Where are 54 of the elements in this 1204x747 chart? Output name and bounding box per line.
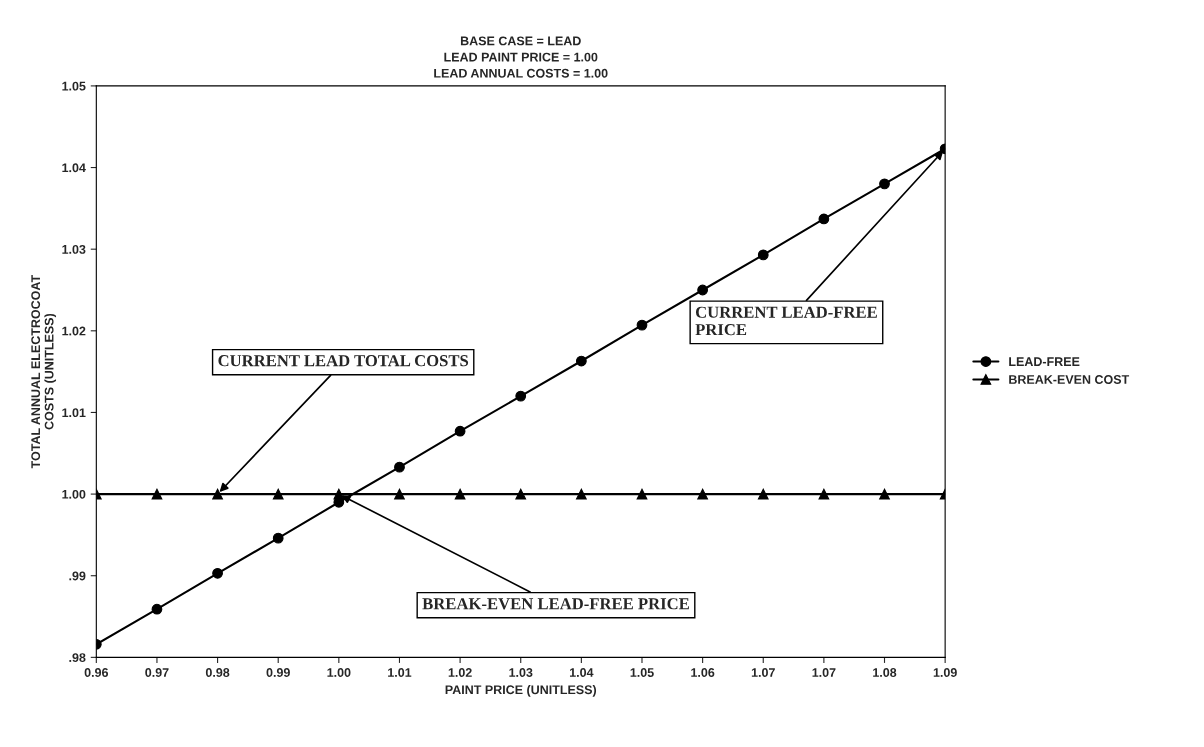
point xyxy=(212,488,223,500)
point xyxy=(151,603,163,615)
y-axis-title: TOTAL ANNUAL ELECTROCOAT COSTS (UNITLESS) xyxy=(31,274,57,469)
y-tick-label: 1.04 xyxy=(62,163,86,173)
point xyxy=(151,488,163,500)
x-tick-label: 1.07 xyxy=(812,668,836,677)
point xyxy=(879,488,890,500)
point xyxy=(394,488,405,500)
y-tick-label: 1.01 xyxy=(62,408,86,418)
x-tick-label: 0.98 xyxy=(205,668,230,677)
point xyxy=(697,488,708,500)
point xyxy=(636,319,648,331)
point xyxy=(697,284,708,296)
x-tick-label: 0.97 xyxy=(145,668,169,677)
x-tick-label: 1.00 xyxy=(327,668,351,677)
point xyxy=(818,213,830,225)
point xyxy=(212,567,223,579)
point xyxy=(757,249,769,261)
y-tick-label: .98 xyxy=(69,653,86,663)
x-tick-label: 1.01 xyxy=(388,668,412,677)
point xyxy=(454,488,466,500)
x-tick-label: 1.09 xyxy=(933,668,957,677)
point xyxy=(636,488,648,500)
legend-label: LEAD-FREE xyxy=(1009,357,1080,366)
legend-label: BREAK-EVEN COST xyxy=(1009,375,1130,384)
y-tick-label: 1.00 xyxy=(62,489,86,499)
point xyxy=(575,355,587,367)
point xyxy=(394,461,405,473)
point xyxy=(575,488,587,500)
annotation: CURRENT LEAD-FREE PRICE xyxy=(695,306,877,336)
point xyxy=(272,532,284,544)
x-tick-label: 1.02 xyxy=(448,668,472,677)
y-tick-label: 1.03 xyxy=(62,244,86,254)
point xyxy=(879,178,890,190)
x-tick-label: 1.07 xyxy=(751,668,775,677)
point xyxy=(818,488,830,500)
annotation: BREAK-EVEN LEAD-FREE PRICE xyxy=(422,598,689,610)
y-tick-label: 1.02 xyxy=(62,326,86,336)
point xyxy=(272,488,284,500)
x-tick-label: 1.06 xyxy=(691,668,715,677)
annotation: CURRENT LEAD TOTAL COSTS xyxy=(218,355,469,367)
point xyxy=(515,488,527,500)
y-tick-label: .99 xyxy=(69,571,86,581)
x-tick-label: 0.96 xyxy=(84,668,109,677)
chart-title: BASE CASE = LEAD LEAD PAINT PRICE = 1.00 LEAD ANNUAL COSTS = 1.00 xyxy=(434,36,608,78)
y-tick-label: 1.05 xyxy=(62,81,86,91)
x-tick-label: 1.04 xyxy=(569,668,594,677)
x-tick-label: 1.08 xyxy=(873,668,897,677)
x-axis-title: PAINT PRICE (UNITLESS) xyxy=(445,684,597,697)
x-tick-label: 0.99 xyxy=(266,668,290,677)
x-tick-label: 1.03 xyxy=(509,668,533,677)
point xyxy=(515,390,527,402)
point xyxy=(454,425,466,437)
x-tick-label: 1.05 xyxy=(630,668,654,677)
